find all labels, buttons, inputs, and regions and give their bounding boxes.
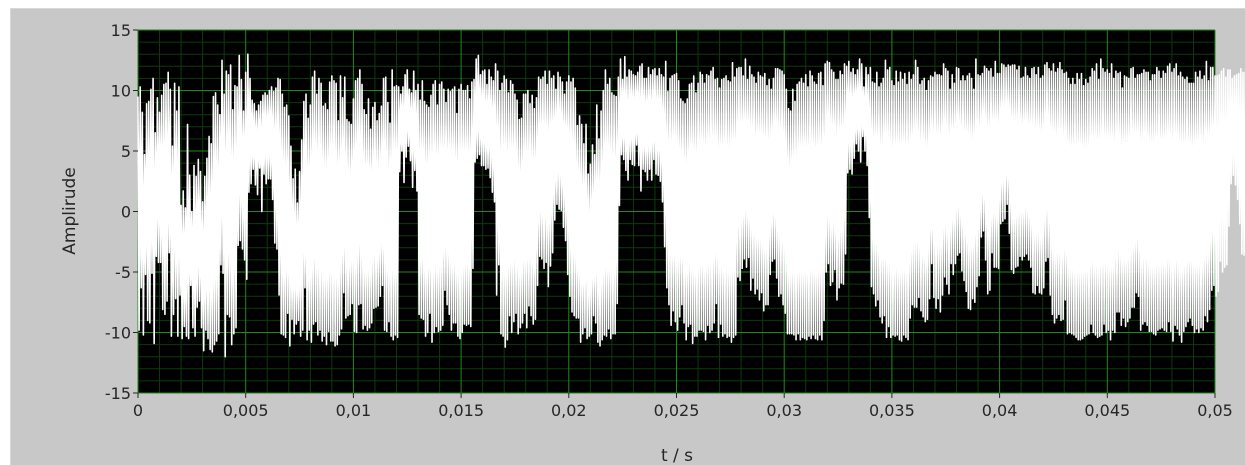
x-tick-label: 0,035 xyxy=(869,401,915,420)
x-tick-label: 0,005 xyxy=(223,401,269,420)
y-tick-label: 0 xyxy=(121,203,131,222)
x-tick-label: 0,02 xyxy=(551,401,587,420)
y-axis-title: Amplirude xyxy=(60,167,80,254)
y-tick-label: 10 xyxy=(111,82,131,101)
chart-panel: 15 10 5 0 -5 -10 -15 0 0,005 0,01 0,015 0,02 0,025 0… xyxy=(10,8,1245,465)
x-tick-label: 0,04 xyxy=(982,401,1018,420)
y-tick-label: -5 xyxy=(115,263,131,282)
x-axis: 0 0,005 0,01 0,015 0,02 0,025 0,03 0,035 0,04 0,0… xyxy=(133,393,1233,420)
y-tick-label: 15 xyxy=(111,21,131,40)
y-tick-label: -10 xyxy=(105,324,131,343)
x-tick-label: 0,015 xyxy=(438,401,484,420)
signal-trace xyxy=(137,53,1245,358)
y-tick-label: 5 xyxy=(121,142,131,161)
x-tick-label: 0,045 xyxy=(1084,401,1130,420)
x-tick-label: 0,03 xyxy=(766,401,802,420)
x-axis-title: t / s xyxy=(661,446,693,465)
trace-layer xyxy=(137,53,1245,358)
y-tick-label: -15 xyxy=(105,384,131,403)
x-tick-label: 0,01 xyxy=(336,401,372,420)
x-tick-label: 0 xyxy=(133,401,143,420)
y-axis: 15 10 5 0 -5 -10 -15 xyxy=(105,21,138,403)
x-tick-label: 0,025 xyxy=(654,401,700,420)
x-tick-label: 0,05 xyxy=(1197,401,1233,420)
